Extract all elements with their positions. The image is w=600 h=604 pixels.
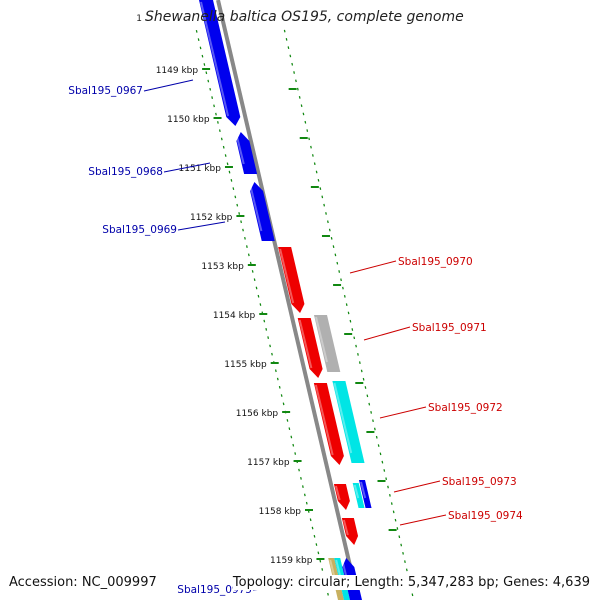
accession-text: Accession: NC_009997 (9, 575, 157, 590)
right-gene-label: Sbal195_0970 (398, 256, 473, 268)
gene-0974 (341, 518, 359, 545)
feature-0971-gray-body (314, 315, 341, 372)
gene-0974-shine (342, 519, 349, 536)
left-gene-label: Sbal195_0969 (102, 224, 177, 236)
kbp-tick-label: 1158 kbp (259, 507, 302, 517)
right-label-leader (399, 514, 447, 526)
feature-0973-cyan (352, 483, 365, 508)
right-label-leader (379, 406, 427, 419)
gene-0971-shine (298, 319, 313, 369)
kbp-tick-label: 1152 kbp (190, 213, 233, 223)
kbp-tick-label: 1155 kbp (224, 360, 267, 370)
gene-0968-body (236, 132, 258, 174)
gene-0970-shine (279, 248, 295, 304)
gene-0968-shine (235, 133, 245, 165)
gene-0971 (297, 318, 323, 378)
left-gene-label: Sbal195_0967 (68, 85, 143, 97)
kbp-tick-label: 1149 kbp (156, 66, 199, 76)
gene-0969-shine (248, 183, 263, 232)
gene-0971-body (297, 318, 323, 378)
genome-summary-text: Topology: circular; Length: 5,347,283 bp… (232, 575, 590, 590)
gene-0972 (313, 383, 344, 465)
gene-0969-body (250, 182, 275, 241)
gene-0970-body (278, 247, 305, 313)
kbp-tick-label: 1151 kbp (179, 164, 222, 174)
right-gene-label: Sbal195_0972 (428, 402, 503, 414)
kbp-tick-label: 1159 kbp (270, 556, 313, 566)
left-label-leader (177, 221, 226, 231)
feature-0973-cyan-body (352, 483, 365, 508)
right-gene-label: Sbal195_0971 (412, 322, 487, 334)
feature-0973-blue (359, 480, 372, 508)
kbp-tick-label: 1157 kbp (247, 458, 290, 468)
feature-0973-blue-shine (360, 481, 367, 499)
gene-0967-body (199, 0, 241, 126)
kbp-tick-label: 1154 kbp (213, 311, 256, 321)
backbone-line (216, 0, 360, 601)
gene-0968 (235, 132, 258, 174)
left-gene-label: Sbal195_0968 (88, 166, 163, 178)
right-label-leader (349, 260, 397, 274)
right-gene-label: Sbal195_0973 (442, 476, 517, 488)
right-gene-label: Sbal195_0974 (448, 510, 523, 522)
feature-0972-cyan-body (332, 381, 365, 463)
map-title: 1 Shewanella baltica OS195, complete geno… (0, 9, 600, 25)
gene-0972-shine (314, 384, 334, 456)
feature-0972-cyan-shine (333, 382, 353, 454)
right-label-leader (393, 480, 441, 493)
kbp-tick-label: 1156 kbp (236, 409, 279, 419)
feature-0973-blue-body (359, 480, 372, 508)
kbp-tick-label: 1150 kbp (167, 115, 210, 125)
kbp-tick-label: 1153 kbp (201, 262, 244, 272)
gene-0972-body (313, 383, 344, 465)
gene-0974-body (341, 518, 359, 545)
organism-name: Shewanella baltica OS195, complete genom… (145, 9, 464, 25)
feature-0972-cyan (332, 381, 365, 463)
gene-0967-shine (200, 1, 230, 117)
gene-0969 (248, 182, 275, 241)
left-label-leader (163, 162, 211, 173)
feature-0971-gray (314, 315, 341, 372)
title-index: 1 (136, 14, 142, 24)
kbp-ticks: 1149 kbp 1150 kbp 1151 kbp 1152 kbp 1153 kbp… (156, 66, 408, 580)
feature-0971-gray-shine (315, 316, 328, 363)
right-label-leader (363, 326, 411, 341)
left-label-leader (143, 79, 194, 92)
gene-0973-body (333, 484, 350, 510)
gene-0973-shine (334, 485, 341, 501)
feature-0973-cyan-shine (353, 484, 360, 499)
gene-0970 (278, 247, 305, 313)
gene-0967 (199, 0, 241, 126)
gene-0973 (333, 484, 350, 510)
